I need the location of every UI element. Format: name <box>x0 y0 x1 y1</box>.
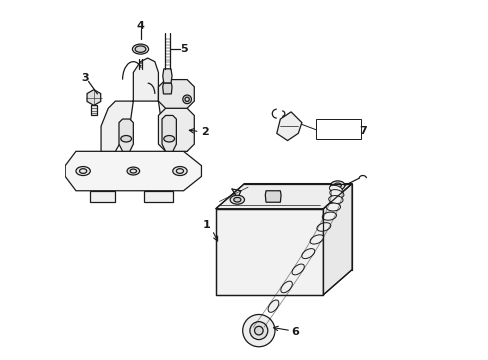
Polygon shape <box>215 209 323 295</box>
Text: 3: 3 <box>81 73 88 83</box>
Polygon shape <box>90 191 115 202</box>
Circle shape <box>242 315 274 347</box>
Ellipse shape <box>328 195 342 203</box>
Text: 4: 4 <box>136 21 144 31</box>
Ellipse shape <box>316 223 330 231</box>
Text: 6: 6 <box>290 327 298 337</box>
Ellipse shape <box>280 281 292 293</box>
Polygon shape <box>215 184 351 209</box>
Polygon shape <box>144 191 172 202</box>
Ellipse shape <box>329 185 343 194</box>
Ellipse shape <box>291 264 304 275</box>
Ellipse shape <box>132 44 148 54</box>
Polygon shape <box>158 108 194 151</box>
Polygon shape <box>91 105 97 116</box>
Polygon shape <box>101 58 190 151</box>
Ellipse shape <box>230 195 244 204</box>
Ellipse shape <box>309 235 323 244</box>
Text: 7: 7 <box>358 126 366 135</box>
Polygon shape <box>163 83 172 94</box>
Text: 2: 2 <box>201 127 208 136</box>
Ellipse shape <box>253 320 263 334</box>
Circle shape <box>249 321 267 339</box>
Polygon shape <box>163 69 172 83</box>
Text: 1: 1 <box>203 220 210 230</box>
Ellipse shape <box>135 46 145 52</box>
Ellipse shape <box>163 135 174 142</box>
Polygon shape <box>265 191 281 202</box>
Ellipse shape <box>301 249 314 258</box>
Ellipse shape <box>329 190 343 198</box>
Ellipse shape <box>127 167 139 175</box>
Polygon shape <box>65 151 201 191</box>
Bar <box>316 119 360 139</box>
Polygon shape <box>119 119 133 151</box>
Polygon shape <box>162 116 176 151</box>
Polygon shape <box>87 90 101 105</box>
Ellipse shape <box>121 135 131 142</box>
Ellipse shape <box>333 183 341 188</box>
Polygon shape <box>158 80 194 108</box>
Ellipse shape <box>322 212 336 220</box>
Circle shape <box>254 326 263 335</box>
Ellipse shape <box>172 167 187 176</box>
Ellipse shape <box>233 197 241 202</box>
Circle shape <box>183 95 191 104</box>
Ellipse shape <box>325 203 340 211</box>
Polygon shape <box>323 184 351 295</box>
Text: 5: 5 <box>180 44 188 54</box>
Polygon shape <box>276 112 301 140</box>
Ellipse shape <box>76 167 90 176</box>
Ellipse shape <box>267 300 278 312</box>
Ellipse shape <box>330 181 344 190</box>
